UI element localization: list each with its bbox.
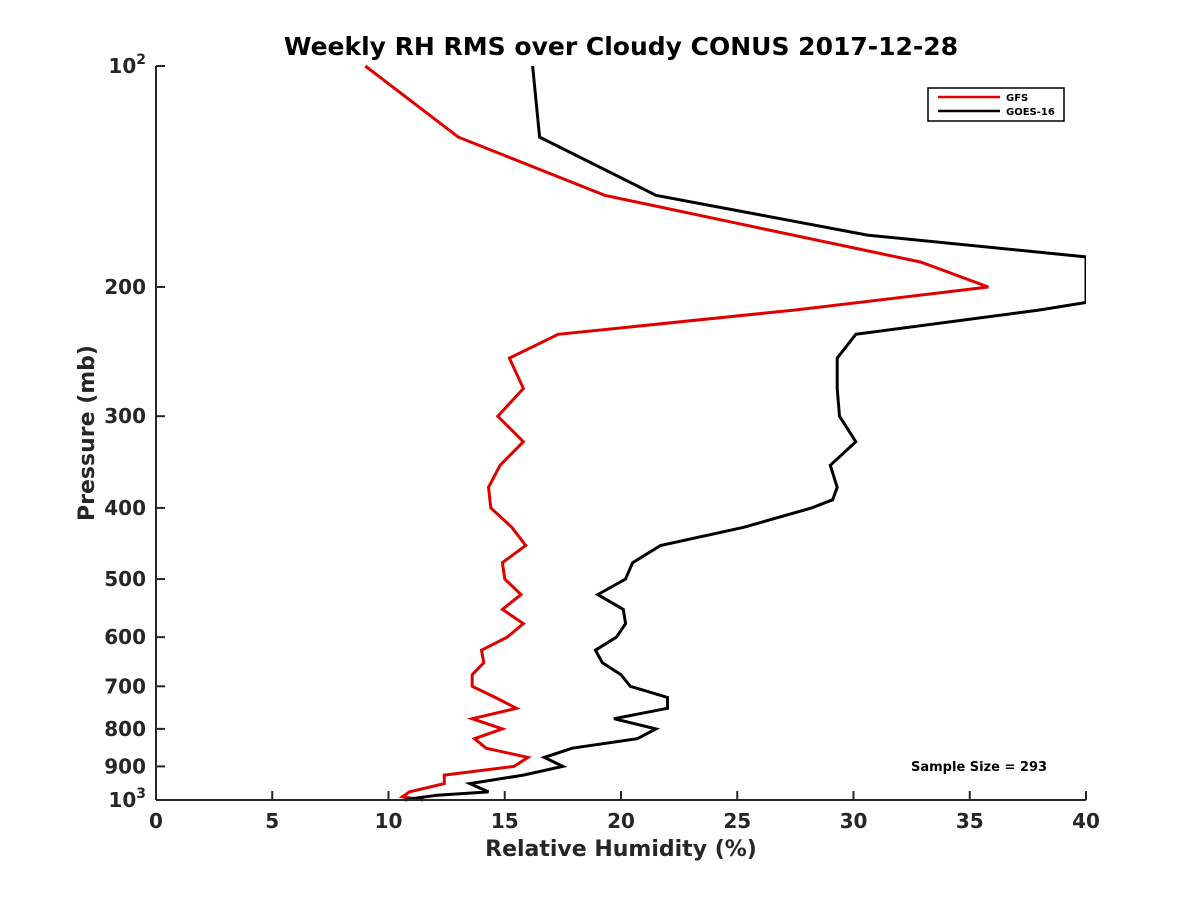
x-tick-label: 0	[149, 809, 163, 833]
chart-title: Weekly RH RMS over Cloudy CONUS 2017-12-…	[284, 32, 958, 61]
x-tick-label: 20	[607, 809, 635, 833]
y-tick-label: 400	[104, 496, 146, 520]
series-layer	[364, 64, 1086, 802]
y-tick-label: 102	[108, 52, 146, 78]
x-axis-label: Relative Humidity (%)	[485, 837, 757, 862]
y-tick-label: 300	[104, 404, 146, 428]
legend: GFS GOES-16	[927, 87, 1065, 122]
x-tick-label: 30	[840, 809, 868, 833]
y-tick-label: 200	[104, 275, 146, 299]
legend-label-goes16: GOES-16	[1006, 107, 1055, 118]
y-tick-label: 103	[108, 786, 146, 812]
legend-label-gfs: GFS	[1006, 93, 1028, 104]
x-tick-label: 15	[491, 809, 519, 833]
x-tick-label: 40	[1072, 809, 1100, 833]
y-tick-label: 600	[104, 625, 146, 649]
x-ticks: 0 5 10 15 20 25 30 35 40	[149, 791, 1100, 833]
x-tick-label: 25	[723, 809, 751, 833]
series-line-goes16	[404, 65, 1086, 802]
legend-box	[927, 87, 1065, 122]
y-tick-label: 500	[104, 567, 146, 591]
y-tick-label: 900	[104, 754, 146, 778]
x-tick-label: 5	[265, 809, 279, 833]
y-tick-label: 700	[104, 674, 146, 698]
x-tick-label: 10	[375, 809, 403, 833]
y-axis-label: Pressure (mb)	[75, 345, 100, 521]
y-tick-label: 800	[104, 717, 146, 741]
series-line-gfs	[364, 64, 989, 802]
x-tick-label: 35	[956, 809, 984, 833]
sample-size-annotation: Sample Size = 293	[911, 760, 1047, 775]
y-ticks: 102 200 300 400 500 600 700 800 900 103	[104, 52, 165, 812]
